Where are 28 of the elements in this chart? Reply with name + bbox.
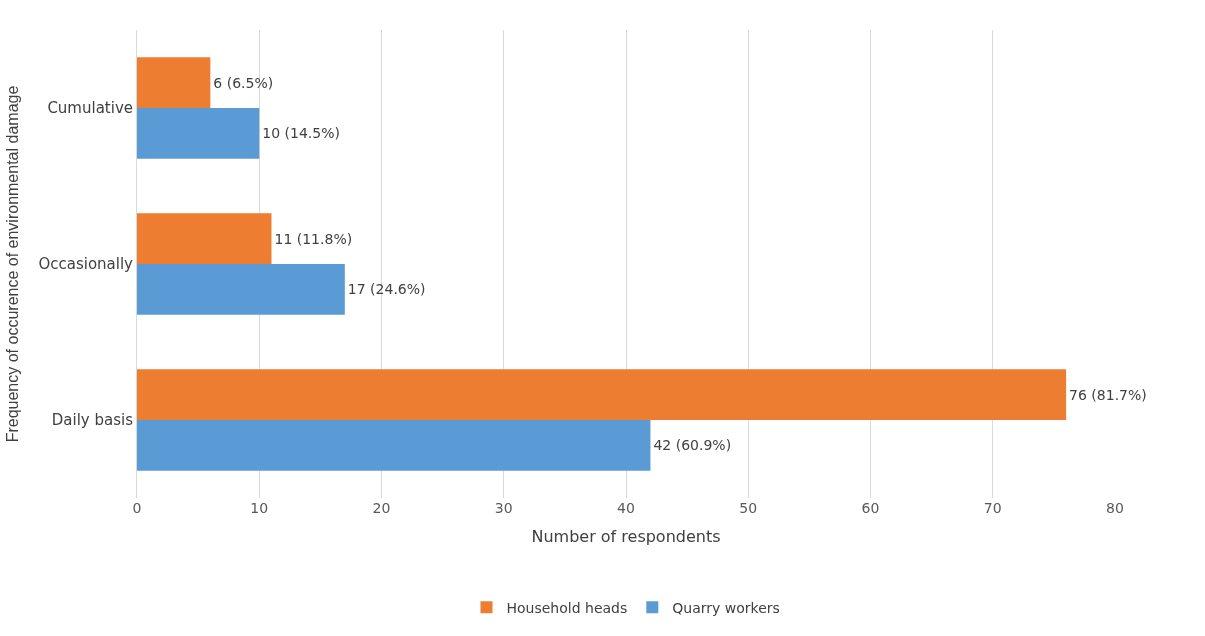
bar (137, 264, 345, 315)
data-label: 10 (14.5%) (262, 125, 340, 142)
data-label: 11 (11.8%) (274, 230, 353, 247)
bar (137, 57, 211, 108)
x-axis-title: Number of respondents (531, 526, 721, 546)
data-label: 6 (6.5%) (213, 74, 274, 91)
data-label: 17 (24.6%) (347, 281, 426, 298)
y-tick-label: Occasionally (38, 255, 134, 274)
y-axis-title: Frequency of occurence of environmental damage (4, 85, 22, 443)
y-tick-label: Cumulative (47, 99, 133, 118)
x-tick-label: 30 (494, 500, 513, 516)
x-tick-label: 10 (250, 500, 269, 516)
legend-label: Quarry workers (672, 599, 780, 616)
bar (137, 369, 1067, 420)
data-label: 76 (81.7%) (1069, 386, 1147, 403)
x-tick-label: 40 (617, 500, 635, 516)
x-tick-label: 80 (1106, 500, 1124, 516)
bar (137, 213, 272, 264)
x-tick-label: 60 (861, 500, 880, 516)
legend-label: Household heads (506, 599, 628, 616)
bar (137, 420, 651, 471)
bar (137, 108, 260, 159)
y-tick-label: Daily basis (51, 411, 134, 430)
x-tick-label: 0 (132, 500, 142, 516)
x-tick-label: 70 (983, 500, 1002, 516)
x-tick-label: 50 (739, 500, 758, 516)
x-tick-label: 20 (372, 500, 391, 516)
data-label: 42 (60.9%) (653, 437, 732, 454)
